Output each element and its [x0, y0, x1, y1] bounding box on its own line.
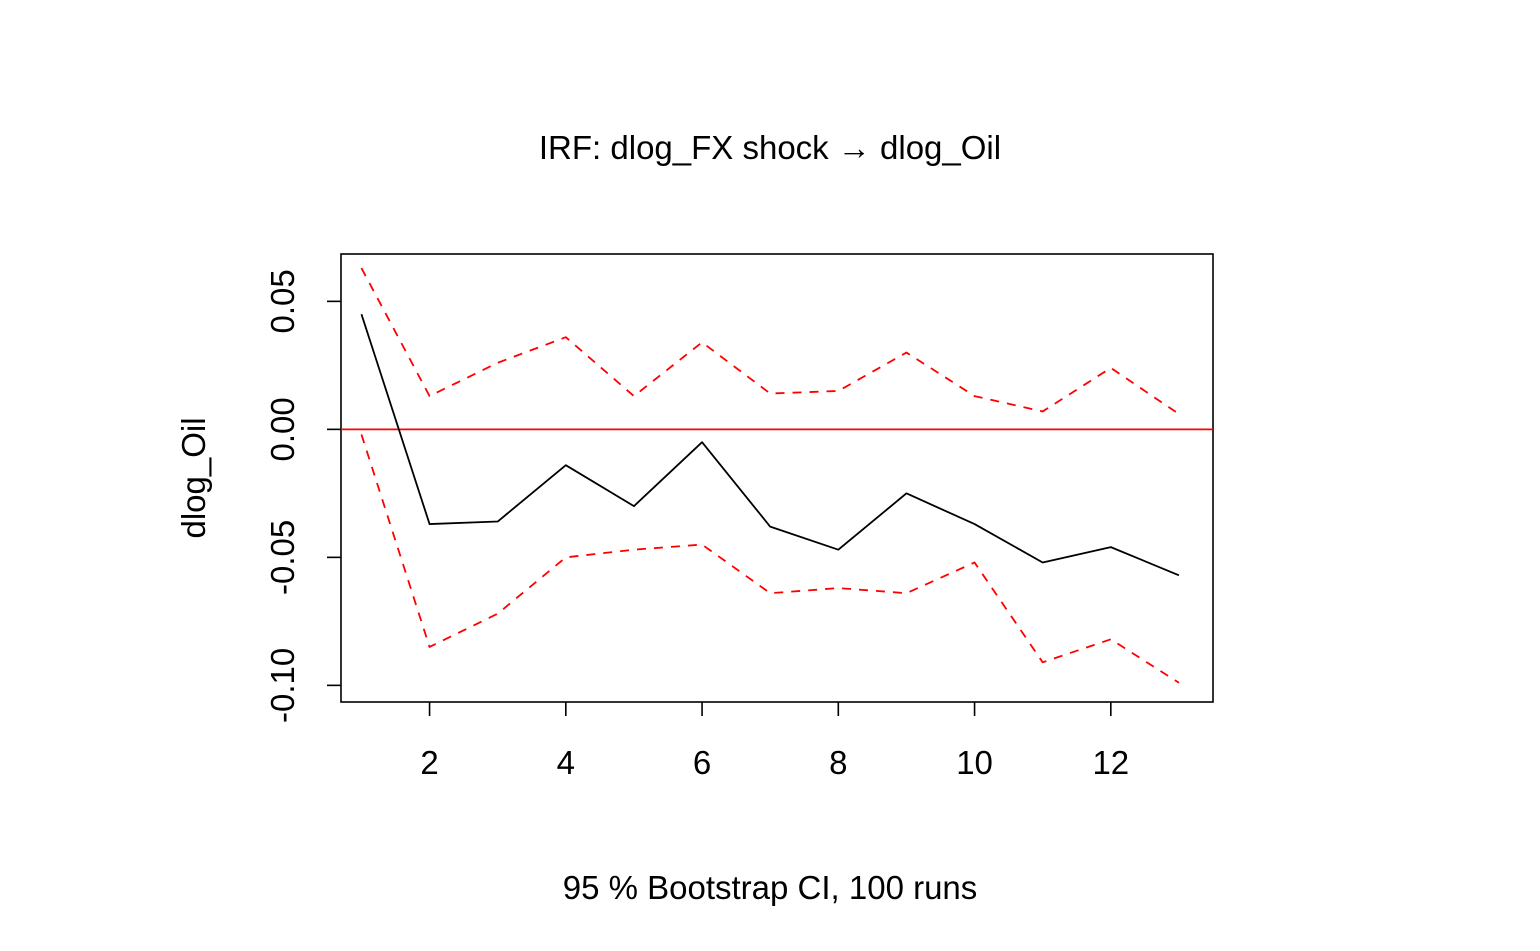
- chart-title: IRF: dlog_FX shock → dlog_Oil: [539, 129, 1001, 166]
- x-tick-label-10: 10: [956, 744, 993, 781]
- y-tick-label-3: -0.10: [264, 648, 301, 723]
- y-axis-label: dlog_Oil: [175, 417, 212, 538]
- series-lower-line: [360, 434, 1180, 684]
- x-tick-label-12: 12: [1092, 744, 1129, 781]
- x-tick-label-4: 4: [557, 744, 575, 781]
- x-tick-label-6: 6: [693, 744, 711, 781]
- series-upper-line: [360, 267, 1180, 415]
- x-tick-label-2: 2: [420, 744, 438, 781]
- y-tick-label-2: -0.05: [264, 520, 301, 595]
- series-irf-line: [360, 313, 1180, 577]
- series-group: [360, 267, 1180, 684]
- x-tick-label-8: 8: [829, 744, 847, 781]
- y-axis: 0.05 0.00 -0.05 -0.10: [264, 269, 341, 723]
- x-axis: 2 4 6 8 10 12: [420, 702, 1129, 781]
- plot-frame: [340, 253, 1214, 703]
- y-tick-label-0: 0.05: [264, 269, 301, 333]
- x-axis-label: 95 % Bootstrap CI, 100 runs: [563, 869, 978, 906]
- y-tick-label-1: 0.00: [264, 397, 301, 461]
